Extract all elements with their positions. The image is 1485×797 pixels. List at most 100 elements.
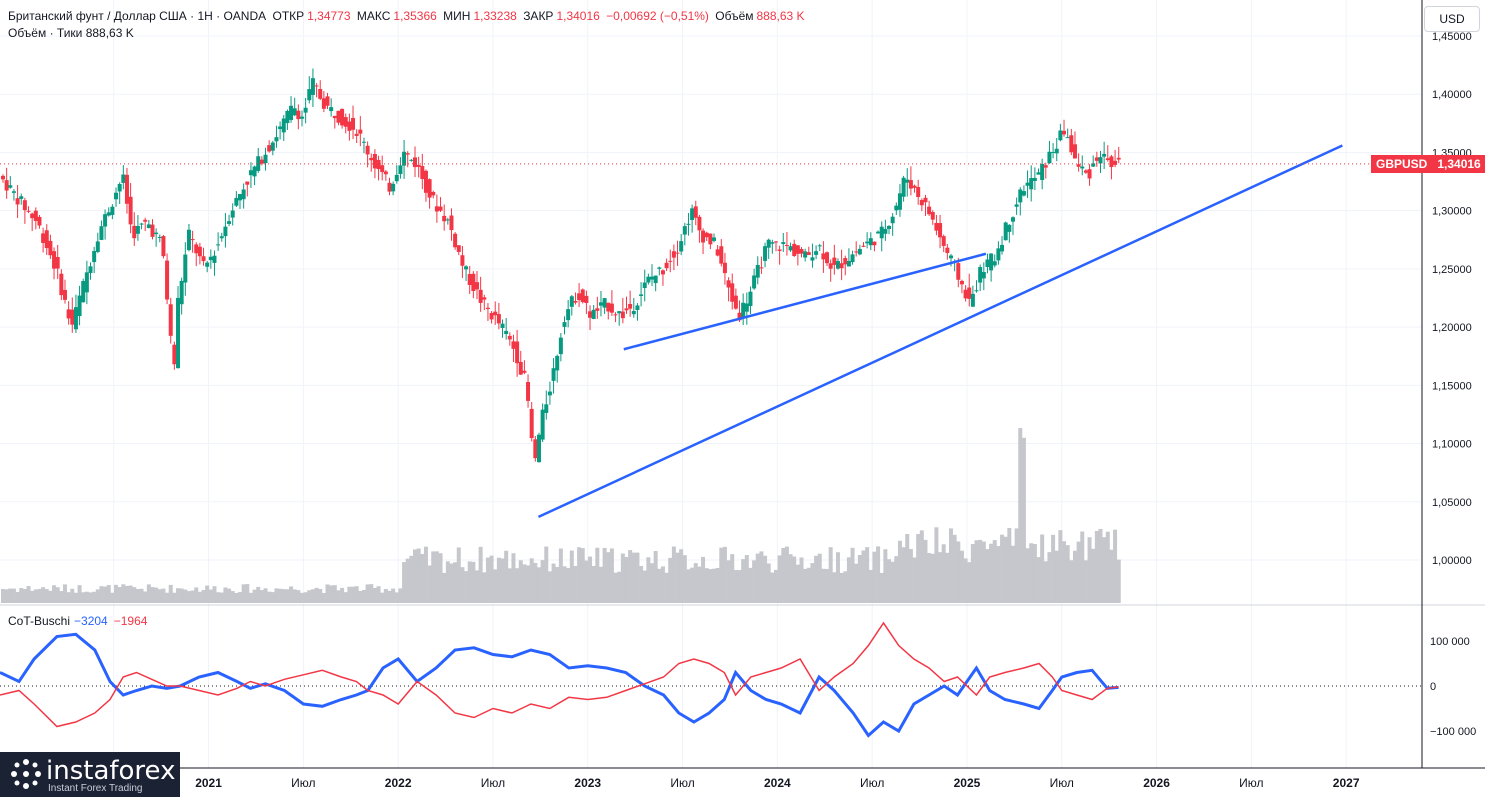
- volume-bar: [405, 558, 410, 603]
- volume-bar: [598, 566, 603, 603]
- time-tick-label: 2021: [195, 776, 222, 790]
- volume-bar: [1000, 534, 1005, 603]
- time-tick-label: Июл: [1239, 776, 1263, 790]
- candle-body: [606, 302, 611, 312]
- volume-bar: [219, 592, 224, 603]
- candle-body: [733, 295, 738, 309]
- candle-body: [591, 309, 596, 319]
- candle-body: [890, 216, 895, 224]
- volume-bar: [263, 588, 268, 603]
- volume-bar: [489, 555, 494, 603]
- volume-bar: [44, 589, 49, 603]
- volume-bar: [52, 585, 57, 603]
- volume-bar: [1, 589, 5, 603]
- volume-indicator-label[interactable]: Объём · Тики: [8, 26, 83, 40]
- candle-body: [19, 196, 24, 199]
- candle-body: [562, 322, 567, 327]
- cot-blue-value: −3204: [74, 614, 108, 628]
- candle-body: [730, 283, 735, 302]
- candle-body: [26, 210, 31, 212]
- volume-bar: [267, 591, 272, 603]
- volume-bar: [737, 570, 742, 603]
- volume-bar: [584, 560, 589, 603]
- volume-bar: [303, 592, 308, 603]
- candle-body: [372, 154, 377, 169]
- volume-bar: [278, 588, 283, 603]
- volume-bar: [682, 555, 687, 603]
- volume-bar: [1087, 537, 1092, 603]
- volume-bar: [354, 586, 359, 603]
- volume-bar: [351, 586, 356, 603]
- candle-body: [970, 293, 975, 307]
- candle-body: [518, 361, 523, 375]
- candle-body: [679, 241, 684, 252]
- candle-body: [835, 261, 840, 269]
- candle-body: [84, 272, 89, 293]
- volume-bar: [668, 557, 673, 603]
- candle-body: [1003, 222, 1008, 241]
- candle-body: [744, 303, 749, 312]
- candle-body: [529, 408, 534, 439]
- volume-bar: [394, 592, 399, 603]
- candles[interactable]: [1, 68, 1121, 463]
- symbol-title[interactable]: Британский фунт / Доллар США · 1Н · OAND…: [8, 9, 267, 23]
- time-tick-label: Июл: [860, 776, 884, 790]
- volume-bar: [628, 550, 633, 603]
- currency-button[interactable]: USD: [1424, 6, 1480, 32]
- candle-body: [1007, 224, 1012, 232]
- volume-bar: [1018, 428, 1023, 603]
- candle-body: [584, 295, 589, 304]
- candle-body: [704, 232, 709, 238]
- low-value: 1,33238: [473, 9, 517, 23]
- candle-body: [281, 118, 286, 133]
- volume-bar: [770, 572, 775, 603]
- candle-body: [219, 236, 224, 239]
- volume-bar: [358, 590, 363, 603]
- candle-body: [405, 153, 410, 155]
- price-tick-label: 1,10000: [1432, 439, 1472, 451]
- candle-body: [347, 121, 352, 131]
- volume-bar: [959, 550, 964, 603]
- candle-body: [664, 262, 669, 269]
- volume-bar: [544, 546, 549, 603]
- volume-bar: [773, 569, 778, 603]
- volume-bar: [814, 555, 819, 603]
- candle-body: [825, 252, 830, 264]
- candle-body: [358, 129, 363, 134]
- candle-body: [1065, 137, 1070, 139]
- candle-body: [967, 287, 972, 299]
- volume-bar: [865, 547, 870, 603]
- candle-body: [923, 197, 928, 203]
- volume-bar: [66, 592, 71, 603]
- volume-bar: [223, 587, 228, 603]
- volume-bar: [1098, 528, 1103, 603]
- volume-bar: [967, 562, 972, 603]
- candle-body: [1010, 217, 1015, 222]
- candle-body: [197, 246, 202, 257]
- candle-body: [478, 289, 483, 303]
- candle-body: [719, 246, 724, 264]
- candle-body: [263, 154, 268, 164]
- candle-body: [959, 280, 964, 285]
- volume-bar: [533, 562, 538, 603]
- volume-bar: [190, 590, 195, 603]
- volume-bar: [252, 589, 257, 603]
- candle-body: [1109, 156, 1114, 168]
- candle-body: [1054, 148, 1059, 154]
- candle-body: [420, 166, 425, 179]
- cot-title[interactable]: CoT-Buschi: [8, 614, 71, 628]
- grid: [0, 0, 1485, 769]
- volume-bar: [642, 570, 647, 603]
- trendlines[interactable]: [0, 144, 1422, 519]
- volume-bar: [427, 565, 432, 603]
- candle-body: [289, 105, 294, 120]
- candle-body: [682, 226, 687, 235]
- volume-bar: [996, 546, 1001, 603]
- volume-bar: [245, 584, 250, 603]
- volume-indicator-value: 888,63 K: [85, 26, 134, 40]
- volume-bar: [183, 589, 188, 603]
- volume-bar: [733, 570, 738, 603]
- volume-bar: [121, 584, 126, 603]
- volume-bar: [927, 553, 932, 603]
